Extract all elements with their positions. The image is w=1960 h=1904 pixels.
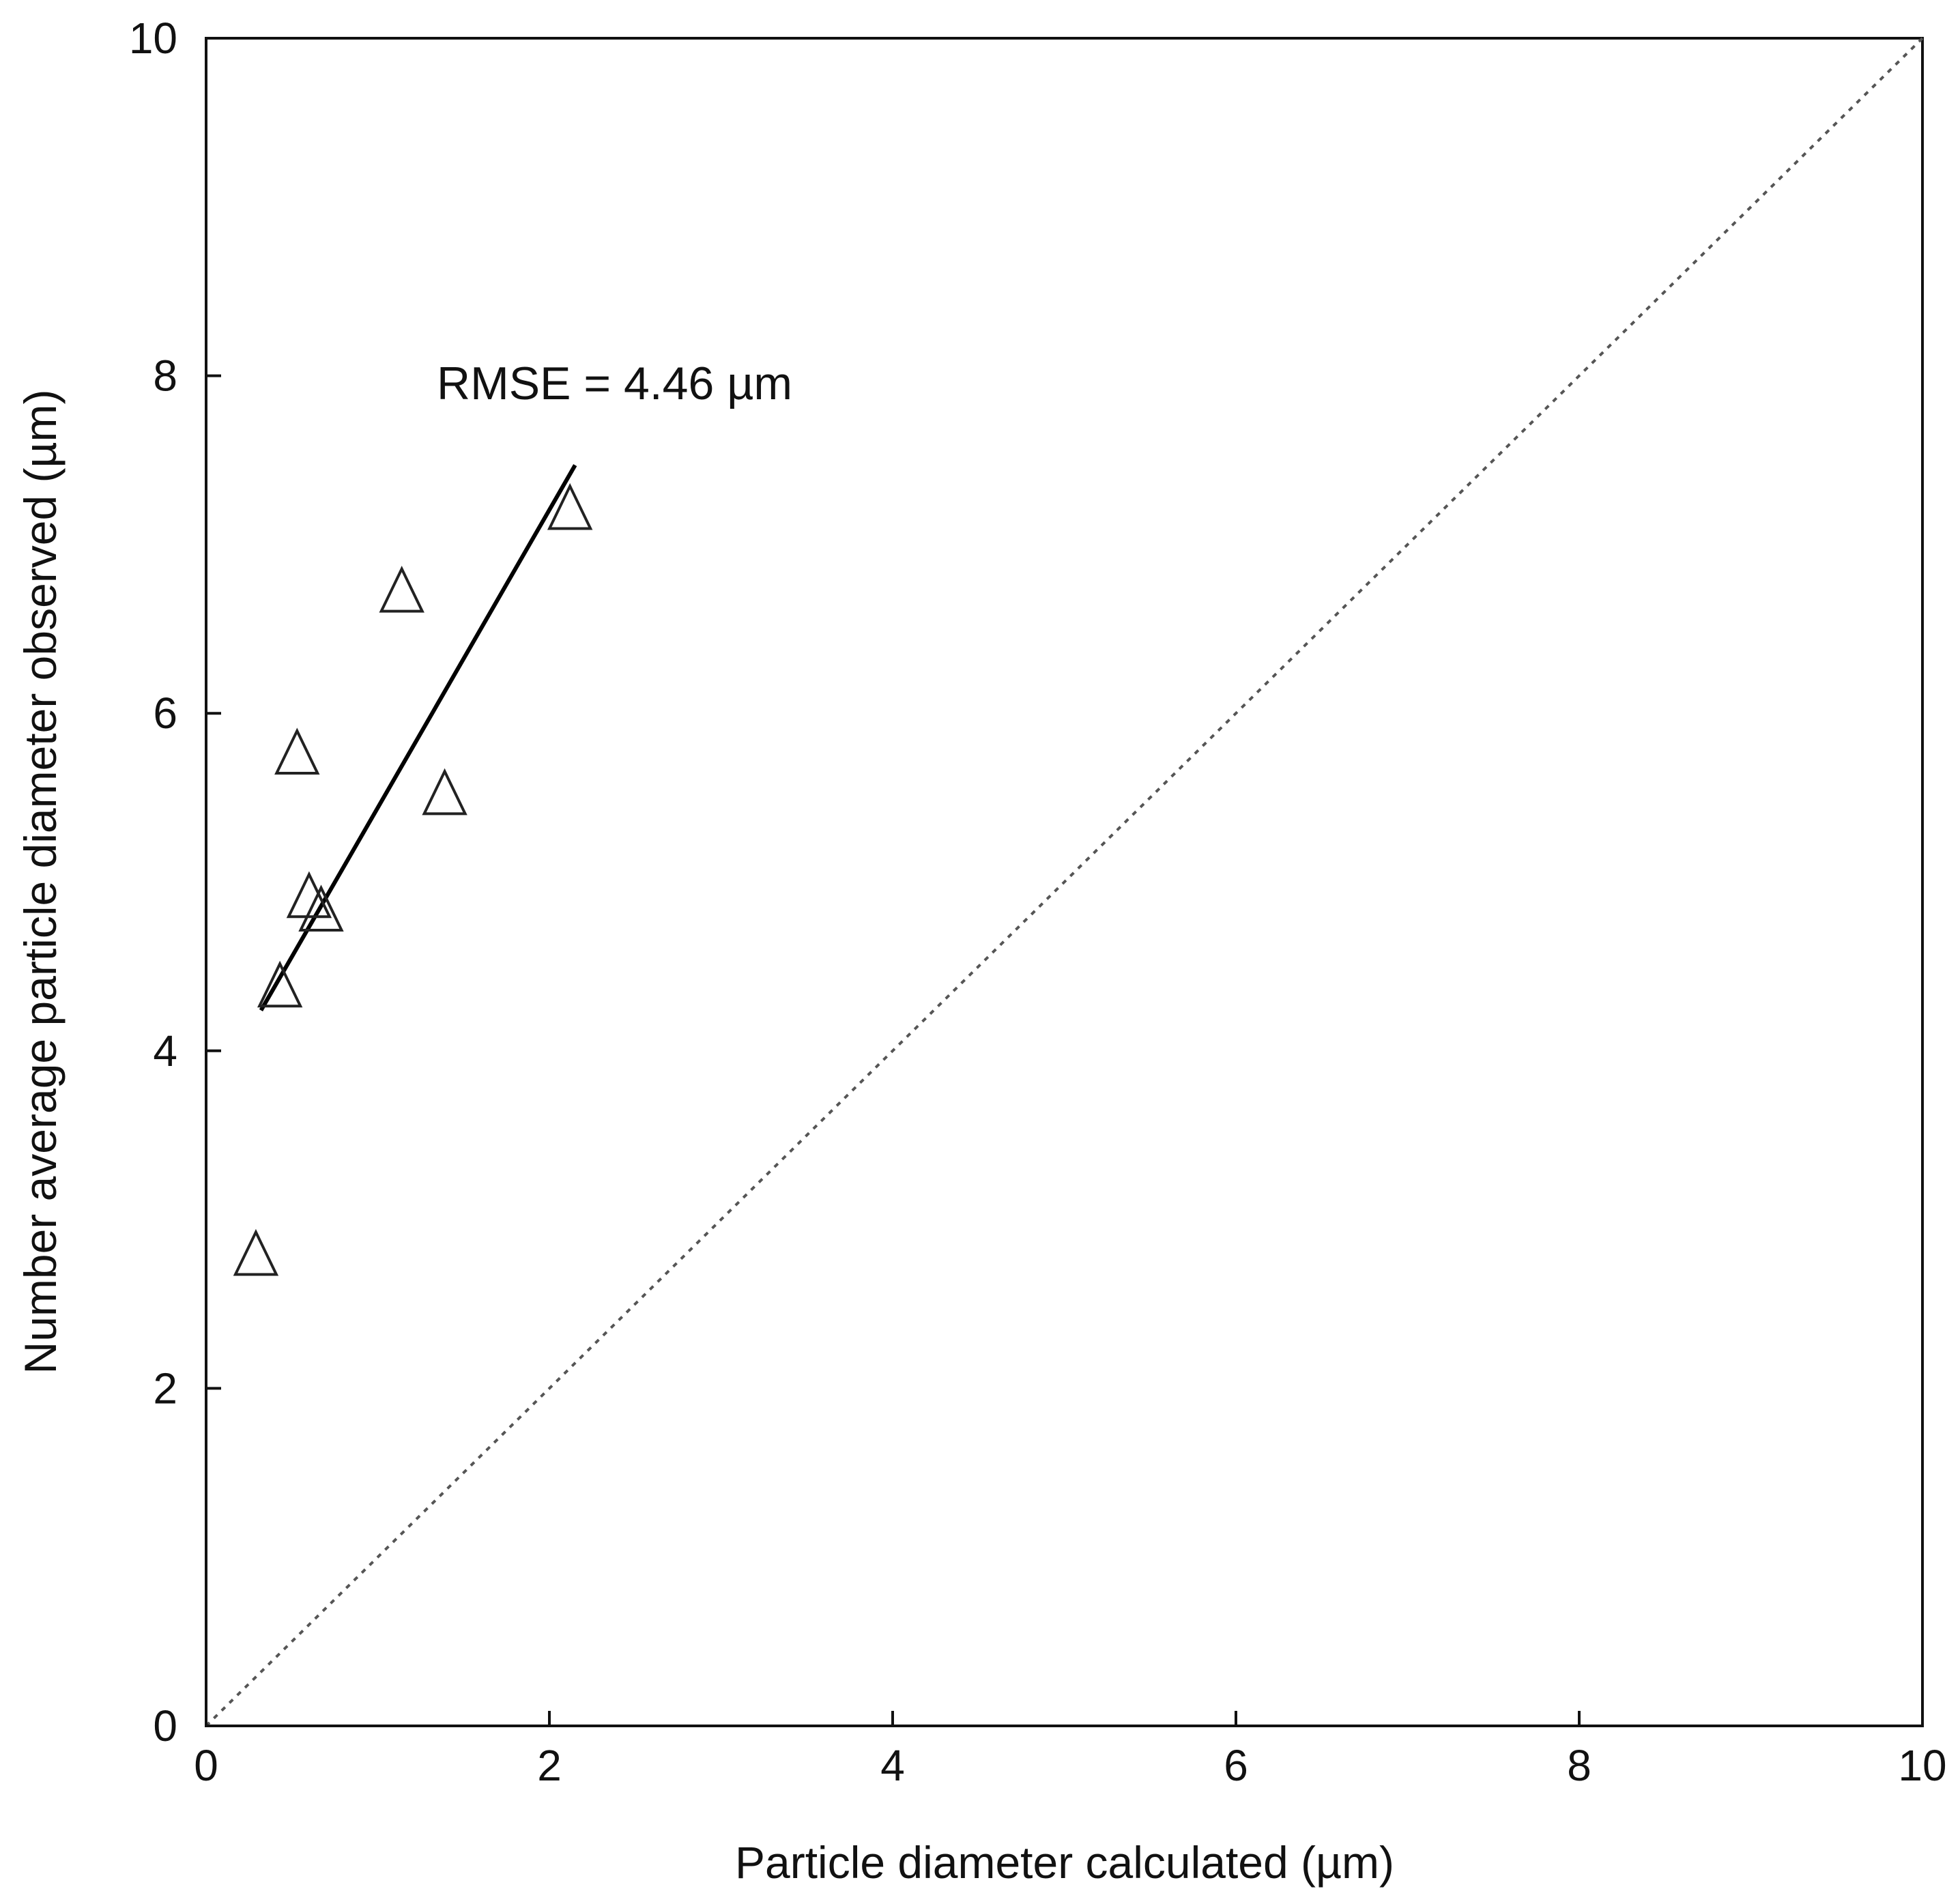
fit-trendline — [259, 464, 577, 1011]
data-point-triangle — [286, 871, 332, 919]
x-tick-label: 4 — [880, 1741, 905, 1790]
y-tick-label: 8 — [153, 351, 177, 401]
data-point-triangle — [379, 566, 424, 613]
data-points-layer — [233, 482, 593, 1276]
x-axis-title: Particle diameter calculated (µm) — [735, 1837, 1394, 1888]
data-point-triangle — [257, 960, 303, 1008]
plot-frame — [205, 37, 1924, 1727]
y-tick-label: 2 — [153, 1364, 177, 1413]
y-tick-label: 4 — [153, 1026, 177, 1076]
data-point-triangle — [274, 727, 320, 775]
y-tick-label: 10 — [129, 14, 177, 63]
x-tick-label: 0 — [194, 1741, 218, 1790]
data-point-triangle — [233, 1228, 279, 1276]
data-point-triangle — [547, 482, 593, 530]
identity-reference-line — [205, 37, 1924, 1727]
rmse-annotation: RMSE = 4.46 µm — [437, 358, 792, 409]
reference-line-layer — [205, 37, 1924, 1727]
x-tick-label: 10 — [1898, 1741, 1946, 1790]
data-point-triangle — [298, 884, 344, 932]
y-axis-title: Number average particle diameter observe… — [15, 390, 66, 1374]
trendline-layer — [259, 464, 577, 1011]
y-tick-label: 6 — [153, 689, 177, 738]
x-tick-label: 6 — [1224, 1741, 1248, 1790]
x-axis-ticks: 0 2 4 6 8 10 — [194, 1711, 1947, 1790]
x-tick-label: 2 — [537, 1741, 562, 1790]
y-axis-ticks: 0 2 4 6 8 10 — [129, 14, 221, 1750]
data-point-triangle — [422, 768, 467, 816]
x-tick-label: 8 — [1567, 1741, 1591, 1790]
y-tick-label: 0 — [153, 1701, 177, 1750]
